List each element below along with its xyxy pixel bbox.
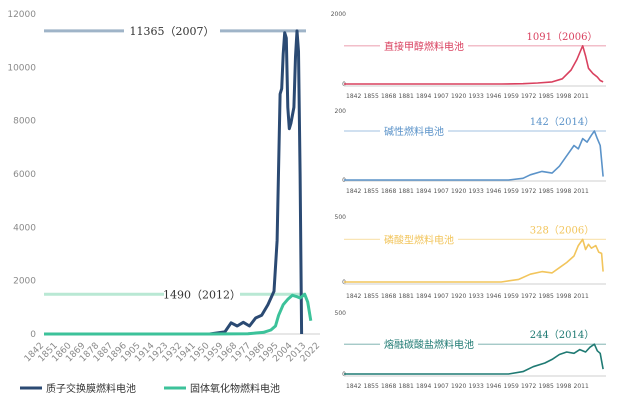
panel-2-x-tick-9: 1959 — [504, 188, 519, 195]
panel-3-series-label: 磷酸型燃料电池 — [384, 233, 454, 246]
panel-1-y-tick-1: 2000 — [331, 11, 346, 18]
panel-1-x-tick-8: 1946 — [486, 93, 501, 100]
panel-4-x-tick-11: 1985 — [539, 383, 554, 390]
legend-label-0: 质子交换膜燃料电池 — [46, 382, 136, 395]
panel-2-peak-label: 142（2014） — [530, 116, 595, 128]
panel-4-label-bg — [380, 337, 478, 352]
panel-1-x-tick-9: 1959 — [504, 93, 519, 100]
panel-3-x-tick-0: 1842 — [346, 293, 361, 300]
panel-2-x-tick-13: 2011 — [574, 188, 589, 195]
panel-1-label-bg — [380, 38, 468, 53]
panel-2-x-tick-8: 1946 — [486, 188, 501, 195]
panel-1-x-tick-4: 1894 — [416, 93, 431, 100]
panel-4-peak-label: 244（2014） — [530, 329, 595, 341]
panel-4-x-tick-10: 1972 — [521, 383, 536, 390]
panel-4-x-tick-5: 1907 — [434, 383, 449, 390]
panel-3-x-tick-3: 1881 — [399, 293, 414, 300]
panel-1-peak-bg — [523, 29, 601, 42]
panel-3-x-tick-10: 1972 — [521, 293, 536, 300]
panel-2-x-tick-12: 1998 — [556, 188, 571, 195]
panel-2-x-tick-11: 1985 — [539, 188, 554, 195]
panel-2-series-label: 碱性燃料电池 — [384, 125, 444, 138]
main-ann-bg-0 — [124, 23, 220, 38]
panel-3-x-tick-13: 2011 — [574, 293, 589, 300]
main-ann-bg-1 — [164, 287, 240, 302]
panel-3-series-line — [344, 238, 604, 283]
panel-3-x-tick-4: 1894 — [416, 293, 431, 300]
panel-4-x-tick-1: 1855 — [364, 383, 379, 390]
panel-2-x-tick-2: 1868 — [381, 188, 396, 195]
panel-2-x-tick-6: 1920 — [451, 188, 466, 195]
main-y-tick-1: 2000 — [13, 277, 36, 287]
panel-1-x-tick-1: 1855 — [364, 93, 379, 100]
panel-4-x-tick-8: 1946 — [486, 383, 501, 390]
panel-4-x-tick-9: 1959 — [504, 383, 519, 390]
panel-3-x-tick-11: 1985 — [539, 293, 554, 300]
panel-1-x-tick-3: 1881 — [399, 93, 414, 100]
panel-3-label-bg — [380, 232, 458, 247]
panel-4-x-tick-12: 1998 — [556, 383, 571, 390]
main-annotation-0: 11365（2007） — [130, 25, 215, 38]
panel-3-peak-label: 328（2006） — [530, 224, 595, 236]
panel-3-x-tick-9: 1959 — [504, 293, 519, 300]
panel-1-x-tick-5: 1907 — [434, 93, 449, 100]
panel-3-x-tick-7: 1933 — [469, 293, 484, 300]
panel-2-peak-bg — [523, 115, 601, 128]
panel-2-x-tick-3: 1881 — [399, 188, 414, 195]
main-series-line-0 — [44, 29, 304, 336]
panel-2-x-tick-10: 1972 — [521, 188, 536, 195]
panel-1-series-label: 直接甲醇燃料电池 — [384, 40, 464, 53]
legend-label-1: 固体氧化物燃料电池 — [190, 382, 280, 395]
panel-3-x-tick-8: 1946 — [486, 293, 501, 300]
panel-3-x-tick-1: 1855 — [364, 293, 379, 300]
panel-1-peak-label: 1091（2006） — [527, 31, 598, 43]
panel-4-x-tick-0: 1842 — [346, 383, 361, 390]
panel-1-x-tick-2: 1868 — [381, 93, 396, 100]
main-y-tick-5: 10000 — [7, 63, 36, 73]
panel-3-x-tick-5: 1907 — [434, 293, 449, 300]
panel-1-x-tick-10: 1972 — [521, 93, 536, 100]
panel-2-x-tick-4: 1894 — [416, 188, 431, 195]
panel-4-y-tick-1: 500 — [335, 310, 347, 317]
panel-2-x-tick-5: 1907 — [434, 188, 449, 195]
panel-3-x-tick-12: 1998 — [556, 293, 571, 300]
panel-1-x-tick-11: 1985 — [539, 93, 554, 100]
panel-3-peak-bg — [523, 223, 601, 236]
panel-1-series-line — [344, 45, 604, 85]
main-y-tick-0: 0 — [30, 330, 36, 340]
panel-2-x-tick-1: 1855 — [364, 188, 379, 195]
panel-4-x-tick-7: 1933 — [469, 383, 484, 390]
panel-1-x-tick-6: 1920 — [451, 93, 466, 100]
main-annotation-1: 1490（2012） — [163, 288, 241, 301]
panel-2-series-line — [344, 130, 604, 181]
panel-1-x-tick-12: 1998 — [556, 93, 571, 100]
panel-1-x-tick-7: 1933 — [469, 93, 484, 100]
panel-2-x-tick-0: 1842 — [346, 188, 361, 195]
panel-4-peak-bg — [523, 328, 601, 341]
panel-3-x-tick-6: 1920 — [451, 293, 466, 300]
panel-4-series-label: 熔融碳酸盐燃料电池 — [384, 338, 474, 351]
panel-3-y-tick-1: 500 — [335, 214, 347, 221]
panel-4-series-line — [344, 343, 604, 375]
panel-2-x-tick-7: 1933 — [469, 188, 484, 195]
panel-4-x-tick-3: 1881 — [399, 383, 414, 390]
panel-4-x-tick-4: 1894 — [416, 383, 431, 390]
panel-3-x-tick-2: 1868 — [381, 293, 396, 300]
panel-4-x-tick-6: 1920 — [451, 383, 466, 390]
main-y-tick-2: 4000 — [13, 223, 36, 233]
panel-1-x-tick-0: 1842 — [346, 93, 361, 100]
main-y-tick-6: 12000 — [7, 10, 36, 20]
panel-2-y-tick-1: 200 — [335, 108, 347, 115]
main-y-tick-4: 8000 — [13, 117, 36, 127]
main-series-line-1 — [44, 292, 313, 336]
panel-4-x-tick-2: 1868 — [381, 383, 396, 390]
panel-2-label-bg — [380, 124, 448, 139]
panel-4-x-tick-13: 2011 — [574, 383, 589, 390]
main-y-tick-3: 6000 — [13, 170, 36, 180]
panel-1-x-tick-13: 2011 — [574, 93, 589, 100]
